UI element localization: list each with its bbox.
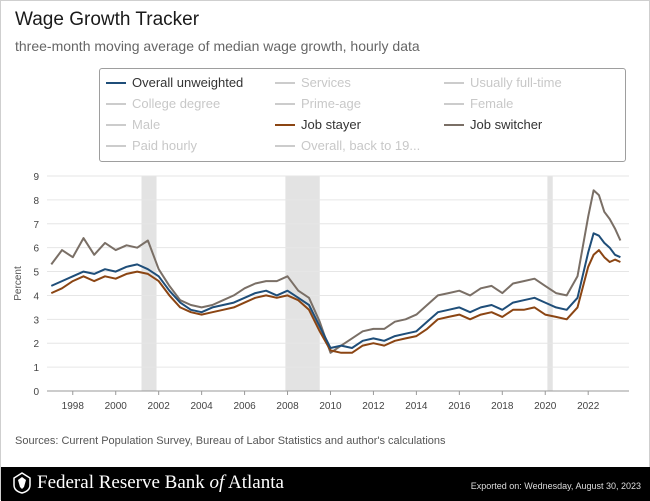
legend-label: Paid hourly [132, 138, 198, 153]
x-tick-label: 2002 [148, 401, 171, 412]
series-line-overall-unweighted [50, 232, 621, 349]
recession-band [285, 176, 320, 391]
bank-name-part-2: Atlanta [224, 472, 284, 493]
chart-subtitle: three-month moving average of median wag… [15, 38, 420, 54]
eagle-emblem-icon [13, 472, 31, 494]
legend-label: Female [470, 96, 514, 111]
x-tick-label: 1998 [62, 401, 85, 412]
legend-swatch [275, 144, 295, 147]
legend-item-prime-age[interactable]: Prime-age [275, 96, 361, 111]
x-tick-label: 2006 [233, 401, 256, 412]
legend-label: Services [301, 75, 351, 90]
recession-band [141, 176, 157, 391]
footer-bar: Federal Reserve Bank of Atlanta Exported… [1, 467, 650, 501]
bank-logo: Federal Reserve Bank of Atlanta [13, 472, 284, 494]
legend-label: College degree [132, 96, 221, 111]
y-tick-label: 8 [33, 196, 39, 207]
legend-label: Prime-age [301, 96, 361, 111]
y-tick-label: 3 [33, 315, 39, 326]
recession-band [547, 176, 553, 391]
legend-item-job-stayer[interactable]: Job stayer [275, 117, 361, 132]
legend-swatch [275, 81, 295, 84]
legend-label: Usually full-time [470, 75, 562, 90]
x-tick-label: 2010 [319, 401, 342, 412]
series-line-job-stayer [50, 249, 621, 354]
legend-box: Overall unweighted Services Usually full… [99, 68, 626, 162]
legend-item-services[interactable]: Services [275, 75, 351, 90]
y-tick-label: 2 [33, 339, 39, 350]
legend-label: Job switcher [470, 117, 543, 132]
y-tick-label: 4 [33, 291, 39, 302]
x-tick-label: 2014 [405, 401, 428, 412]
legend-item-male[interactable]: Male [106, 117, 160, 132]
series-line-job-switcher [50, 189, 622, 354]
legend-swatch [106, 102, 126, 105]
sources-note: Sources: Current Population Survey, Bure… [15, 435, 446, 447]
x-tick-label: 2016 [448, 401, 471, 412]
x-tick-label: 2000 [105, 401, 128, 412]
y-tick-label: 0 [33, 387, 39, 398]
y-tick-label: 5 [33, 268, 39, 279]
legend-label: Overall unweighted [132, 75, 244, 90]
legend-item-college-degree[interactable]: College degree [106, 96, 220, 111]
y-axis-label: Percent [13, 266, 24, 301]
x-tick-label: 2020 [534, 401, 557, 412]
x-tick-label: 2018 [491, 401, 514, 412]
x-tick-label: 2012 [362, 401, 385, 412]
y-tick-label: 6 [33, 244, 39, 255]
legend-item-female[interactable]: Female [444, 96, 513, 111]
legend-swatch [444, 123, 464, 126]
legend-swatch [275, 123, 295, 126]
legend-swatch [444, 81, 464, 84]
legend-label: Overall, back to 19... [301, 138, 421, 153]
legend-label: Job stayer [301, 117, 361, 132]
legend-swatch [275, 102, 295, 105]
wage-growth-line-chart: 0 1 2 3 4 5 6 7 8 9 1998 2000 2002 2004 2006 2008 2010 20… [13, 172, 629, 412]
chart-title: Wage Growth Tracker [15, 9, 200, 30]
legend-item-paid-hourly[interactable]: Paid hourly [106, 138, 197, 153]
legend-swatch [106, 123, 126, 126]
legend-swatch [106, 81, 126, 84]
legend-label: Male [132, 117, 161, 132]
y-tick-label: 1 [33, 363, 39, 374]
legend-swatch [106, 144, 126, 147]
legend-item-overall-unweighted[interactable]: Overall unweighted [106, 75, 243, 90]
legend-item-job-switcher[interactable]: Job switcher [444, 117, 542, 132]
bank-name-of: of [209, 472, 225, 493]
x-tick-label: 2022 [577, 401, 600, 412]
x-tick-label: 2008 [276, 401, 299, 412]
y-tick-label: 7 [33, 220, 39, 231]
x-tick-label: 2004 [191, 401, 214, 412]
bank-name: Federal Reserve Bank of Atlanta [37, 472, 284, 494]
bank-name-part-1: Federal Reserve Bank [37, 472, 210, 493]
export-date: Exported on: Wednesday, August 30, 2023 [470, 481, 641, 491]
legend-item-usually-full-time[interactable]: Usually full-time [444, 75, 562, 90]
y-tick-label: 9 [33, 172, 39, 183]
legend-item-overall-back-to-19[interactable]: Overall, back to 19... [275, 138, 420, 153]
legend-swatch [444, 102, 464, 105]
